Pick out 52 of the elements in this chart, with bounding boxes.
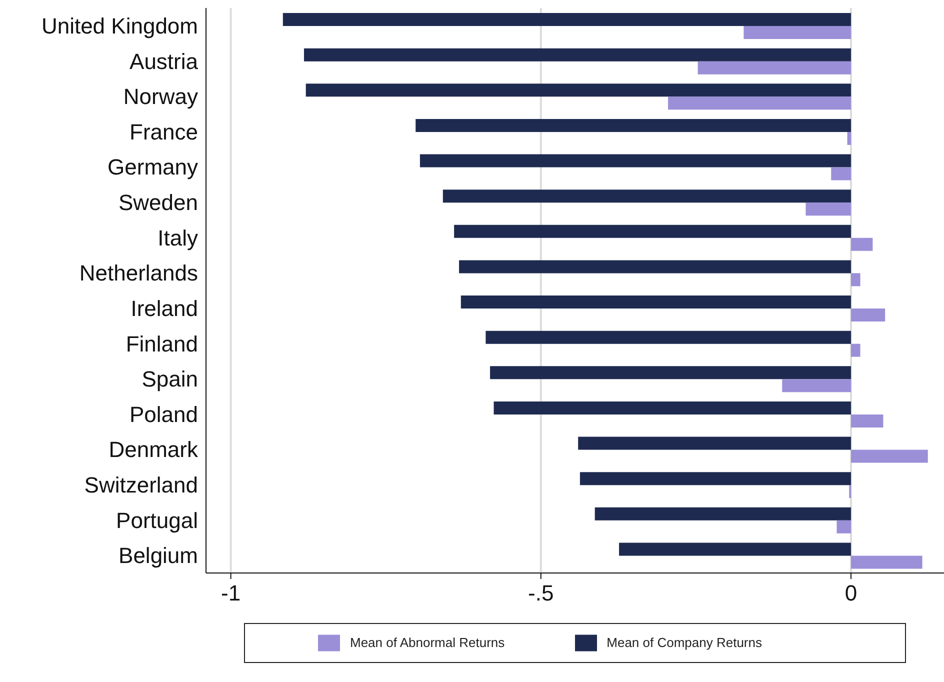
y-tick-label: Austria	[130, 48, 199, 74]
bar	[490, 366, 851, 380]
bar	[806, 202, 851, 216]
bar	[850, 238, 873, 251]
bar	[850, 450, 928, 463]
bar	[744, 26, 851, 39]
bar	[847, 132, 851, 145]
y-tick-label: Poland	[129, 402, 198, 427]
bar	[486, 330, 851, 344]
y-tick-label: France	[130, 119, 198, 144]
bar	[578, 436, 851, 450]
y-tick-label: Finland	[126, 331, 198, 356]
bar	[836, 520, 851, 534]
bar	[454, 224, 851, 238]
bar	[304, 48, 851, 62]
y-tick-label: Norway	[123, 84, 198, 110]
y-tick-label: Switzerland	[84, 472, 198, 498]
bar	[850, 414, 884, 428]
y-tick-label: Germany	[108, 154, 198, 180]
x-tick-label: -.5	[528, 580, 554, 606]
legend-label: Mean of Company Returns	[606, 635, 762, 650]
bar	[850, 308, 886, 322]
bar	[459, 260, 851, 274]
y-tick-label: Italy	[158, 225, 198, 250]
bar	[420, 154, 851, 168]
bar	[580, 472, 851, 486]
bar	[594, 507, 851, 520]
bar	[850, 556, 922, 569]
y-tick-label: Denmark	[108, 437, 199, 462]
bar	[850, 273, 860, 286]
y-tick-label: United Kingdom	[41, 13, 198, 38]
bar	[831, 167, 851, 180]
bar	[850, 344, 860, 357]
y-tick-label: Spain	[142, 366, 198, 392]
y-tick-label: Ireland	[130, 296, 198, 321]
bar	[494, 401, 851, 414]
bar	[619, 542, 851, 556]
bar	[306, 84, 851, 97]
y-tick-label: Sweden	[118, 190, 198, 216]
x-tick-label: 0	[844, 580, 858, 606]
bar	[442, 190, 851, 203]
legend-label: Mean of Abnormal Returns	[350, 635, 505, 650]
bar	[782, 379, 851, 392]
bar	[460, 296, 851, 308]
bar	[282, 13, 851, 26]
bar	[416, 118, 851, 132]
y-tick-label: Netherlands	[79, 260, 198, 286]
x-tick-label: -1	[221, 580, 241, 606]
bar	[668, 96, 851, 110]
y-tick-label: Portugal	[116, 508, 198, 533]
y-tick-label: Belgium	[118, 543, 198, 568]
bar	[698, 61, 851, 74]
